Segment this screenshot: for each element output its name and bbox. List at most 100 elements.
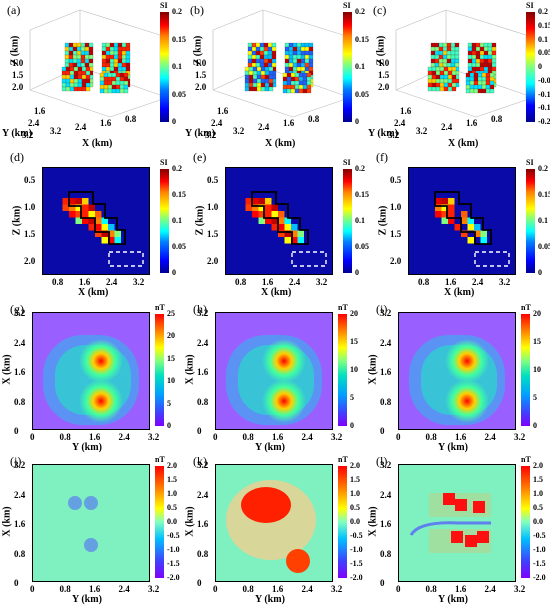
model-cell	[88, 204, 95, 211]
voxel-cell	[113, 66, 119, 72]
voxel-cell	[107, 72, 113, 78]
colorbar-tick: 1.0	[533, 489, 543, 498]
voxel-cell	[252, 70, 258, 76]
voxel-cell	[290, 80, 296, 86]
model-cell	[252, 211, 259, 218]
voxel-cell	[251, 46, 257, 52]
voxel-cell	[73, 78, 79, 84]
y-tick: 0	[380, 578, 385, 588]
voxel-cell	[481, 76, 487, 82]
voxel-cell	[450, 58, 456, 64]
dashed-box	[291, 251, 327, 267]
model-cell	[454, 224, 461, 231]
x-axis-title: X (km)	[265, 138, 296, 149]
model-cell	[467, 237, 474, 244]
voxel-cell	[259, 58, 265, 64]
model-cell	[82, 211, 89, 218]
colorbar-tick: 2.0	[350, 461, 360, 470]
voxel-cell	[282, 72, 288, 78]
model-cell	[69, 204, 76, 211]
colorbar-tick: 0.05	[355, 89, 369, 99]
model-cell	[271, 204, 278, 211]
voxel-cell	[271, 50, 277, 56]
voxel-cell	[117, 66, 123, 72]
voxel-cell	[61, 82, 67, 88]
voxel-cell	[123, 84, 129, 90]
voxel-cell	[121, 66, 127, 72]
voxel-cell	[119, 88, 125, 94]
voxel-cell	[268, 74, 274, 80]
voxel-cell	[247, 54, 253, 60]
model-cell	[291, 230, 298, 237]
model-cell	[284, 217, 291, 224]
voxel-cell	[85, 86, 91, 92]
model-cell	[284, 224, 291, 231]
voxel-cell	[435, 70, 441, 76]
voxel-cell	[113, 42, 119, 48]
voxel-cell	[477, 84, 483, 90]
colorbar-tick: 0.15	[355, 34, 369, 44]
y-tick: 1.5	[390, 229, 402, 239]
voxel-cell	[84, 58, 90, 64]
voxel-cell	[115, 76, 121, 82]
voxel-cell	[471, 46, 477, 52]
voxel-cell	[442, 46, 448, 52]
voxel-cell	[296, 58, 302, 64]
x-axis-title: X (km)	[82, 138, 113, 149]
voxel-cell	[479, 54, 485, 60]
voxel-cell	[443, 70, 449, 76]
voxel-cell	[99, 72, 105, 78]
x-tick: 2.4	[106, 277, 118, 287]
model-cell	[278, 217, 285, 224]
voxel-cell	[306, 88, 312, 94]
anomaly-peak	[445, 339, 489, 383]
colorbar-unit: nT	[521, 303, 531, 312]
voxel-cell	[115, 72, 121, 78]
voxel-cell	[101, 62, 107, 68]
colorbar	[155, 314, 164, 426]
voxel-cell	[99, 88, 105, 94]
voxel-cell	[263, 50, 269, 56]
axis-box-line	[109, 99, 161, 118]
anomaly-peak	[79, 379, 123, 423]
voxel-cell	[73, 74, 79, 80]
background	[33, 465, 149, 581]
voxel-cell	[259, 54, 265, 60]
voxel-cell	[439, 66, 445, 72]
colorbar-unit: nT	[155, 455, 165, 464]
voxel-cell	[435, 86, 441, 92]
voxel-cell	[260, 86, 266, 92]
dashed-box	[474, 251, 510, 267]
voxel-cell	[430, 50, 436, 56]
voxel-cell	[427, 82, 433, 88]
model-cell	[82, 217, 89, 224]
x-axis-title: Y (km)	[72, 442, 102, 453]
x-axis-title: Y (km)	[72, 594, 102, 605]
voxel-cell	[101, 58, 107, 64]
map-plot	[215, 312, 333, 430]
voxel-cell	[471, 62, 477, 68]
colorbar-tick: -1.5	[533, 559, 546, 568]
panel-label: (h)	[193, 302, 207, 316]
colorbar-tick: 0.15	[355, 190, 369, 199]
voxel-cell	[68, 50, 74, 56]
voxel-cell	[467, 58, 473, 64]
x-tick: 3.2	[331, 584, 343, 594]
voxel-cell	[427, 78, 433, 84]
colorbar-tick: 15	[350, 337, 358, 346]
residual-peak	[455, 499, 467, 511]
x-tick: 2.4	[258, 122, 270, 132]
voxel-cell	[69, 70, 75, 76]
x-tick: 3.2	[233, 126, 245, 136]
voxel-cell	[296, 42, 302, 48]
x-tick: 1.6	[262, 277, 274, 287]
voxel-cell	[454, 46, 460, 52]
voxel-cell	[469, 76, 475, 82]
model-cell	[88, 217, 95, 224]
voxel-cell	[260, 74, 266, 80]
voxel-cell	[80, 46, 86, 52]
voxel-cell	[491, 58, 497, 64]
voxel-cell	[282, 76, 288, 82]
y-tick: 3.2	[380, 308, 392, 318]
model-cell	[265, 198, 272, 205]
